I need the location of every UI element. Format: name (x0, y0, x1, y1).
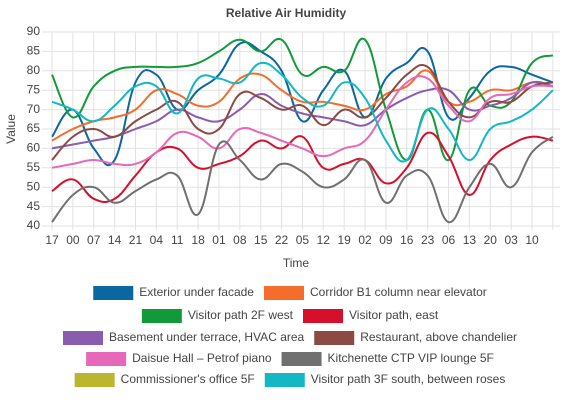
legend-label: Visitor path, east (349, 308, 439, 322)
x-tick-label: 07 (87, 233, 101, 247)
x-tick-label: 23 (421, 233, 435, 247)
y-tick-label: 55 (27, 160, 41, 174)
series-line (51, 80, 554, 150)
y-tick-label: 80 (27, 63, 41, 77)
x-tick-label: 12 (317, 233, 331, 247)
series-line (51, 131, 554, 204)
series-line (51, 63, 554, 161)
series-line (51, 69, 554, 142)
legend-swatch (264, 373, 305, 387)
chart-title: Relative Air Humidity (226, 6, 347, 20)
y-tick-label: 90 (27, 24, 41, 38)
legend-label: Exterior under facade (139, 285, 254, 299)
legend-label: Corridor B1 column near elevator (310, 285, 487, 299)
x-tick-label: 03 (504, 233, 518, 247)
legend-swatch (63, 331, 103, 345)
x-axis-label: Time (283, 256, 310, 270)
legend-swatch (281, 352, 322, 366)
x-tick-label: 00 (66, 233, 80, 247)
x-tick-label: 18 (191, 233, 205, 247)
x-tick-label: 13 (463, 233, 477, 247)
legend-label: Restaurant, above chandelier (360, 330, 517, 344)
x-tick-label: 14 (108, 233, 122, 247)
y-tick-label: 45 (27, 199, 41, 213)
series-line (51, 61, 554, 163)
x-tick-label: 08 (233, 233, 247, 247)
x-tick-label: 05 (296, 233, 310, 247)
x-tick-label: 09 (379, 233, 393, 247)
legend-label: Kitchenette CTP VIP lounge 5F (328, 351, 494, 365)
x-tick-label: 10 (525, 233, 539, 247)
y-tick-label: 50 (27, 179, 41, 193)
x-tick-label: 19 (338, 233, 352, 247)
y-tick-label: 85 (27, 44, 41, 58)
legend-swatch (303, 309, 343, 323)
legend-label: Visitor path 3F south, between roses (311, 372, 506, 386)
x-tick-label: 21 (129, 233, 143, 247)
y-tick-label: 75 (27, 82, 41, 96)
x-tick-label: 15 (254, 233, 268, 247)
series-line (51, 41, 554, 167)
series-line (51, 37, 554, 162)
y-axis-label: Value (4, 114, 18, 144)
series-line (51, 135, 554, 224)
x-tick-label: 01 (212, 233, 226, 247)
y-tick-label: 65 (27, 121, 41, 135)
legend-label: Visitor path 2F west (188, 308, 294, 322)
legend-label: Basement under terrace, HVAC area (109, 330, 305, 344)
x-tick-label: 17 (45, 233, 59, 247)
legend-swatch (74, 373, 115, 387)
x-tick-label: 04 (150, 233, 164, 247)
x-tick-label: 20 (484, 233, 498, 247)
x-tick-label: 16 (400, 233, 414, 247)
x-tick-label: 22 (275, 233, 289, 247)
y-tick-label: 60 (27, 141, 41, 155)
legend-swatch (141, 309, 182, 323)
y-tick-label: 70 (27, 102, 41, 116)
x-tick-label: 06 (442, 233, 456, 247)
legend-swatch (86, 352, 127, 366)
legend-swatch (93, 286, 134, 300)
series-line (51, 75, 553, 169)
y-tick-label: 40 (27, 218, 41, 232)
x-tick-label: 02 (358, 233, 372, 247)
legend-label: Commissioner's office 5F (121, 372, 255, 386)
legend-swatch (314, 331, 355, 345)
x-tick-label: 11 (171, 233, 184, 247)
legend-label: Daisue Hall – Petrof piano (132, 351, 272, 365)
legend-swatch (263, 286, 304, 300)
